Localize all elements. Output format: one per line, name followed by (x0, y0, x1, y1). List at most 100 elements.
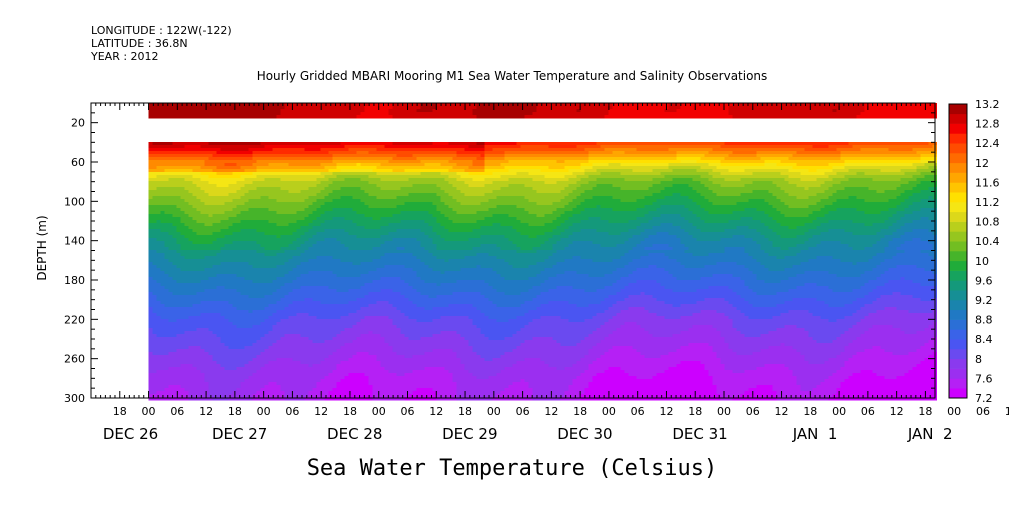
heatmap-cell (312, 304, 317, 308)
heatmap-cell (324, 331, 329, 335)
heatmap-cell (260, 142, 265, 146)
heatmap-cell (244, 154, 249, 158)
heatmap-cell (292, 229, 297, 233)
heatmap-cell (236, 220, 241, 224)
heatmap-cell (300, 223, 305, 227)
heatmap-cell (200, 145, 205, 149)
heatmap-cell (228, 160, 233, 164)
heatmap-cell (264, 205, 269, 209)
heatmap-cell (200, 208, 205, 212)
heatmap-cell (208, 292, 213, 296)
heatmap-cell (296, 244, 301, 248)
heatmap-cell (164, 247, 169, 251)
heatmap-cell (168, 199, 173, 203)
heatmap-cell (356, 388, 361, 392)
heatmap-cell (148, 238, 153, 242)
heatmap-cell (232, 286, 237, 290)
heatmap-cell (308, 112, 313, 116)
heatmap-cell (244, 205, 249, 209)
heatmap-cell (288, 214, 293, 218)
heatmap-cell (292, 259, 297, 263)
heatmap-cell (212, 331, 217, 335)
heatmap-cell (180, 397, 185, 401)
heatmap-cell (156, 289, 161, 293)
heatmap-cell (184, 319, 189, 323)
heatmap-cell (244, 220, 249, 224)
heatmap-cell (152, 298, 157, 302)
heatmap-cell (276, 256, 281, 260)
heatmap-cell (284, 265, 289, 269)
heatmap-cell (288, 184, 293, 188)
heatmap-cell (188, 223, 193, 227)
heatmap-cell (220, 286, 225, 290)
heatmap-cell (228, 145, 233, 149)
heatmap-cell (184, 256, 189, 260)
heatmap-cell (172, 268, 177, 272)
heatmap-cell (160, 109, 165, 113)
heatmap-cell (324, 397, 329, 401)
heatmap-cell (248, 352, 253, 356)
heatmap-cell (236, 346, 241, 350)
heatmap-cell (168, 385, 173, 389)
heatmap-cell (176, 307, 181, 311)
heatmap-cell (244, 148, 249, 152)
heatmap-cell (308, 157, 313, 161)
heatmap-cell (316, 142, 321, 146)
heatmap-cell (344, 394, 349, 398)
heatmap-cell (336, 322, 341, 326)
heatmap-cell (168, 205, 173, 209)
heatmap-cell (224, 172, 229, 176)
heatmap-cell (344, 274, 349, 278)
heatmap-cell (332, 103, 337, 107)
heatmap-cell (148, 325, 153, 329)
heatmap-cell (276, 250, 281, 254)
heatmap-cell (316, 304, 321, 308)
heatmap-cell (164, 328, 169, 332)
heatmap-cell (360, 211, 365, 215)
heatmap-cell (232, 115, 237, 119)
heatmap-cell (180, 274, 185, 278)
heatmap-cell (352, 346, 357, 350)
heatmap-cell (328, 334, 333, 338)
heatmap-cell (348, 337, 353, 341)
heatmap-cell (312, 337, 317, 341)
heatmap-cell (304, 289, 309, 293)
heatmap-cell (268, 196, 273, 200)
heatmap-cell (264, 184, 269, 188)
heatmap-cell (300, 310, 305, 314)
heatmap-cell (256, 388, 261, 392)
heatmap-cell (308, 175, 313, 179)
heatmap-cell (160, 349, 165, 353)
heatmap-cell (304, 184, 309, 188)
heatmap-cell (224, 352, 229, 356)
heatmap-cell (260, 223, 265, 227)
heatmap-cell (216, 154, 221, 158)
heatmap-cell (212, 322, 217, 326)
heatmap-cell (248, 289, 253, 293)
heatmap-cell (184, 334, 189, 338)
heatmap-cell (204, 298, 209, 302)
heatmap-cell (224, 394, 229, 398)
heatmap-cell (264, 286, 269, 290)
heatmap-cell (192, 328, 197, 332)
heatmap-cell (304, 160, 309, 164)
heatmap-cell (308, 277, 313, 281)
heatmap-cell (312, 325, 317, 329)
heatmap-cell (308, 247, 313, 251)
heatmap-cell (308, 160, 313, 164)
heatmap-cell (156, 376, 161, 380)
heatmap-cell (304, 334, 309, 338)
heatmap-cell (308, 286, 313, 290)
heatmap-cell (176, 334, 181, 338)
heatmap-cell (196, 325, 201, 329)
heatmap-cell (148, 202, 153, 206)
heatmap-cell (360, 205, 365, 209)
heatmap-cell (188, 214, 193, 218)
heatmap-cell (236, 217, 241, 221)
heatmap-cell (252, 397, 257, 401)
heatmap-cell (344, 154, 349, 158)
heatmap-cell (188, 115, 193, 119)
heatmap-cell (228, 247, 233, 251)
heatmap-cell (208, 169, 213, 173)
heatmap-cell (316, 388, 321, 392)
